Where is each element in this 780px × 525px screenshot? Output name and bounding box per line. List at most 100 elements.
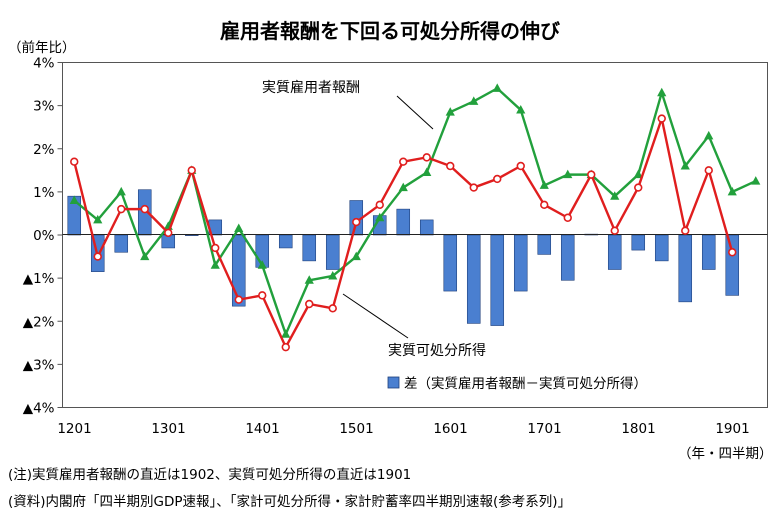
annotation-label: 実質可処分所得 bbox=[388, 342, 486, 359]
data-point bbox=[422, 153, 431, 162]
lines-layer bbox=[69, 83, 761, 352]
data-point bbox=[516, 161, 525, 171]
bar bbox=[231, 234, 246, 307]
data-point bbox=[305, 299, 314, 309]
data-point bbox=[469, 96, 479, 105]
bar bbox=[631, 234, 646, 251]
data-point bbox=[375, 200, 384, 210]
y-tick-label: ▲1% bbox=[23, 271, 55, 287]
bar bbox=[466, 234, 481, 324]
bar bbox=[184, 234, 199, 236]
data-point bbox=[117, 204, 126, 214]
data-point bbox=[446, 161, 455, 171]
data-point bbox=[234, 295, 243, 304]
data-point bbox=[398, 182, 408, 192]
y-tick-label: 3% bbox=[33, 99, 55, 115]
bar bbox=[725, 234, 740, 296]
data-point bbox=[727, 186, 737, 196]
annotation-label: 実質雇用者報酬 bbox=[262, 79, 360, 96]
data-point bbox=[281, 329, 291, 338]
data-point bbox=[539, 180, 549, 189]
data-point bbox=[657, 87, 667, 97]
legend: 差（実質雇用者報酬－実質可処分所得） bbox=[387, 375, 647, 392]
x-tick-label: 1301 bbox=[151, 421, 185, 437]
data-point bbox=[610, 226, 619, 235]
y-tick-label: ▲4% bbox=[23, 401, 55, 417]
bar bbox=[678, 234, 693, 303]
y-tick-label: 2% bbox=[33, 142, 55, 158]
x-tick-label: 1201 bbox=[57, 421, 91, 437]
data-point bbox=[281, 342, 290, 352]
data-point bbox=[728, 248, 737, 257]
data-point bbox=[563, 213, 572, 222]
data-point bbox=[469, 183, 478, 192]
data-point bbox=[351, 251, 361, 261]
data-point bbox=[258, 291, 267, 300]
data-point bbox=[140, 251, 150, 261]
data-point bbox=[681, 226, 690, 235]
bar bbox=[701, 234, 716, 270]
bar bbox=[114, 234, 129, 253]
y-tick-label: ▲3% bbox=[23, 357, 55, 373]
data-point bbox=[375, 212, 385, 222]
data-point bbox=[445, 107, 455, 116]
bar bbox=[607, 234, 622, 270]
bar bbox=[560, 234, 575, 281]
legend-swatch bbox=[387, 376, 400, 389]
data-point bbox=[516, 104, 526, 114]
data-point bbox=[680, 161, 690, 170]
data-point bbox=[69, 195, 79, 204]
legend-label: 差（実質雇用者報酬－実質可処分所得） bbox=[404, 375, 647, 392]
data-point bbox=[93, 252, 102, 261]
bar bbox=[419, 219, 434, 236]
y-tick-label: 1% bbox=[33, 185, 55, 201]
bar bbox=[654, 234, 669, 262]
bar bbox=[396, 208, 411, 236]
data-point bbox=[493, 174, 502, 184]
bar bbox=[302, 234, 317, 262]
data-point bbox=[164, 228, 173, 238]
data-point bbox=[70, 157, 79, 166]
data-point bbox=[633, 169, 643, 179]
bar bbox=[278, 234, 293, 249]
annotation-leader bbox=[342, 293, 409, 339]
y-tick-label: 0% bbox=[33, 228, 55, 244]
data-point bbox=[257, 260, 267, 269]
data-point bbox=[211, 243, 220, 253]
x-tick-label: 1701 bbox=[527, 421, 561, 437]
bar bbox=[325, 234, 340, 270]
data-point bbox=[634, 183, 643, 192]
data-point bbox=[704, 166, 713, 175]
source-note: (資料)内閣府「四半期別GDP速報」、「家計可処分所得・家計貯蓄率四半期別速報(… bbox=[8, 494, 572, 510]
x-tick-label: 1801 bbox=[621, 421, 655, 437]
data-point bbox=[751, 176, 761, 185]
y-tick-label: 4% bbox=[33, 56, 55, 72]
x-tick-label: 1401 bbox=[245, 421, 279, 437]
x-tick-label: 1501 bbox=[339, 421, 373, 437]
ticks-layer: 4% 3% 2% 1% 0% ▲1% ▲2% ▲3% ▲4%1201 1301 1401 1501 16… bbox=[23, 56, 750, 438]
chart-title: 雇用者報酬を下回る可処分所得の伸び bbox=[220, 19, 561, 43]
data-point bbox=[587, 170, 596, 179]
data-point bbox=[234, 223, 244, 233]
bar bbox=[537, 234, 552, 255]
data-point bbox=[352, 217, 361, 227]
data-point bbox=[540, 200, 549, 210]
annotation-leader bbox=[396, 95, 434, 130]
bar bbox=[490, 234, 505, 326]
x-tick-label: 1601 bbox=[433, 421, 467, 437]
data-point bbox=[328, 270, 338, 280]
footnote: (注)実質雇用者報酬の直近は1902、実質可処分所得の直近は1901 bbox=[8, 467, 412, 483]
x-axis-label: （年・四半期） bbox=[678, 446, 773, 462]
data-point bbox=[140, 204, 149, 214]
y-axis-label: （前年比） bbox=[8, 39, 76, 56]
x-tick-label: 1901 bbox=[715, 421, 749, 437]
data-point bbox=[704, 130, 714, 140]
bars-layer bbox=[67, 189, 740, 326]
data-point bbox=[187, 166, 196, 175]
data-point bbox=[399, 157, 408, 166]
y-tick-label: ▲2% bbox=[23, 314, 55, 330]
data-point bbox=[93, 214, 103, 224]
data-point bbox=[492, 83, 502, 92]
